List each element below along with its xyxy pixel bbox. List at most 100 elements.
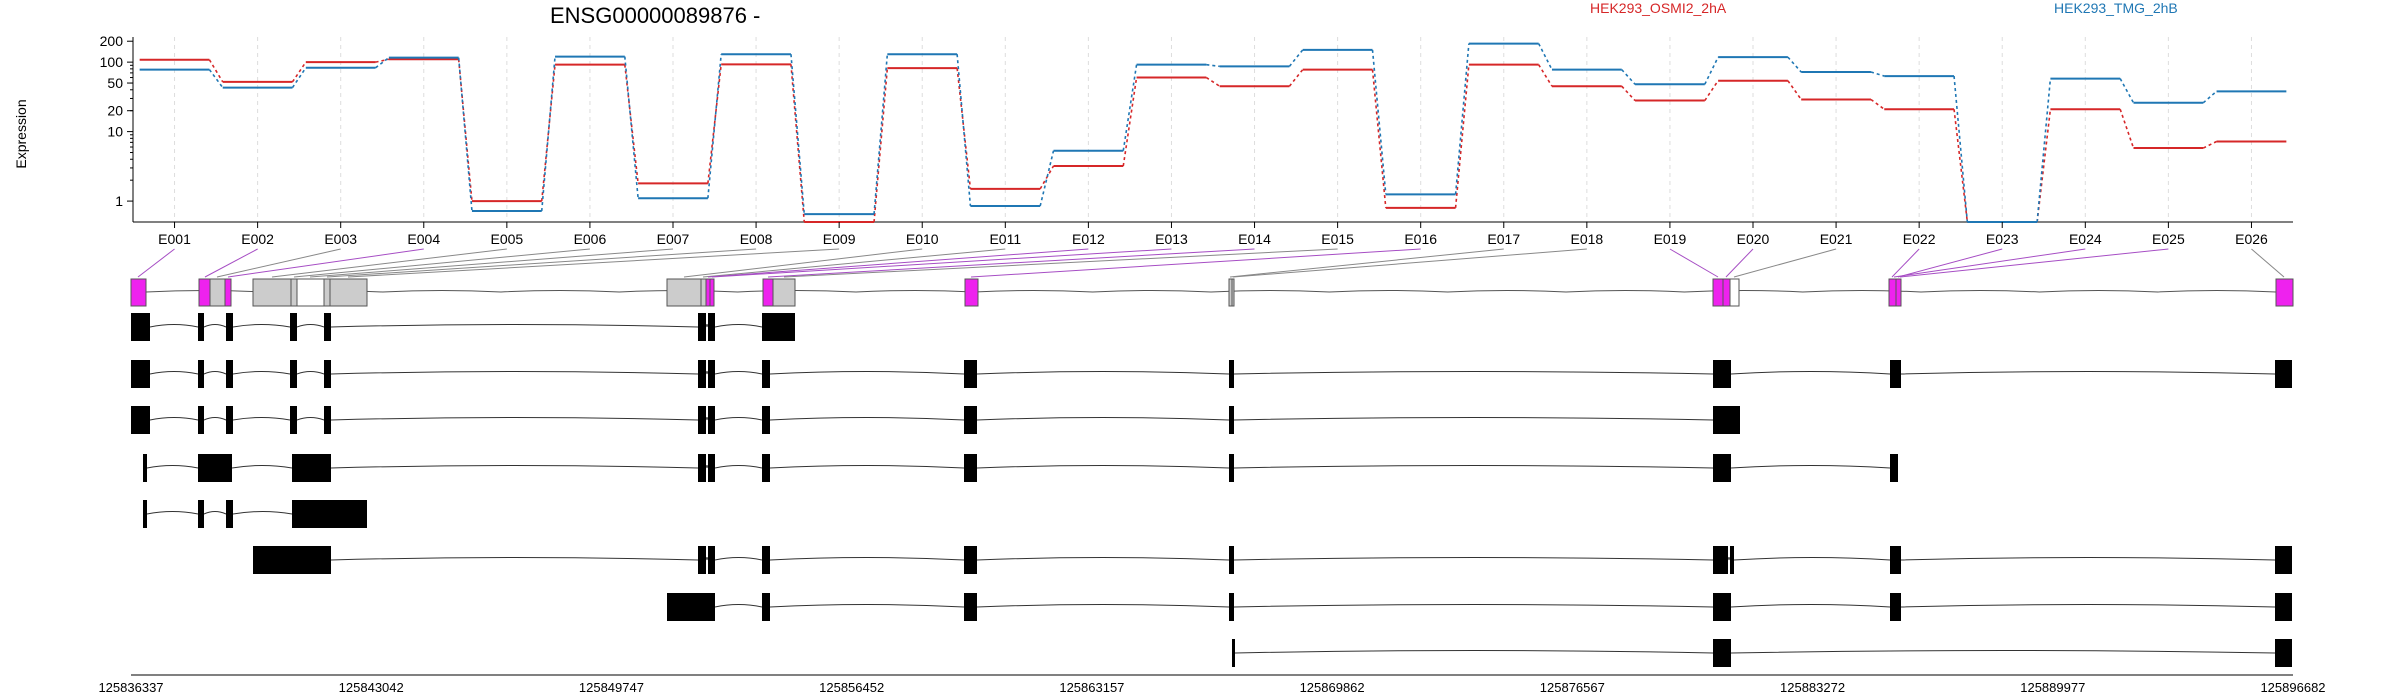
transcript-intron (1233, 557, 1714, 561)
transcript-exon (1713, 454, 1731, 482)
exon-tick-label: E003 (324, 231, 357, 247)
gene-model-exon (666, 278, 702, 307)
transcript-exon (964, 546, 977, 574)
transcript-intron (330, 324, 699, 328)
exon-connector (137, 248, 175, 278)
transcript-exon (226, 500, 233, 528)
coordinate-tick-label: 125889977 (2020, 680, 2085, 695)
legend-entry-tmg: HEK293_TMG_2hB (2054, 0, 2178, 16)
transcript-intron (149, 371, 199, 375)
transcript-intron (769, 417, 965, 421)
transcript-intron (976, 557, 1230, 561)
transcript-exon (708, 454, 715, 482)
transcript-exon (2275, 546, 2292, 574)
transcript-intron (146, 511, 199, 515)
transcript-exon (1890, 454, 1898, 482)
exon-connector-segment (873, 54, 889, 215)
transcript-exon (762, 593, 770, 621)
transcript-exon (198, 454, 232, 482)
transcript-exon (290, 313, 297, 341)
gene-model-exon (1888, 278, 1897, 307)
transcript-track (1232, 639, 2292, 667)
exon-connector-segment (2202, 140, 2217, 149)
transcript-exon (708, 546, 715, 574)
exon-tick-label: E019 (1654, 231, 1687, 247)
transcript-intron (296, 324, 325, 328)
transcript-intron (1900, 371, 2276, 375)
transcript-intron (203, 417, 227, 421)
exon-connector-segment (208, 59, 224, 83)
exon-connector-segment (790, 54, 806, 215)
transcript-exon (2275, 593, 2292, 621)
transcript-intron (714, 465, 763, 469)
chart-title: ENSG00000089876 - (550, 3, 760, 28)
transcript-exon (1229, 360, 1234, 388)
exon-connector (1733, 248, 1837, 278)
transcript-intron (769, 604, 965, 608)
coordinate-tick-label: 125883272 (1780, 680, 1845, 695)
transcript-exon (198, 500, 204, 528)
coordinate-tick-label: 125876567 (1540, 680, 1605, 695)
exon-connector-lines (137, 248, 2285, 278)
transcript-exon (131, 360, 150, 388)
transcript-intron (705, 557, 709, 561)
transcript-intron (1234, 650, 1714, 654)
transcript-intron (976, 371, 1230, 375)
exon-tick-label: E023 (1986, 231, 2019, 247)
transcript-exon (143, 454, 147, 482)
y-tick-label: 100 (100, 54, 124, 70)
transcript-intron (1730, 371, 1891, 375)
transcript-exon (324, 313, 331, 341)
transcript-intron (1730, 465, 1891, 469)
transcript-intron (330, 371, 699, 375)
exon-connector-segment (208, 69, 224, 89)
transcript-intron (1730, 650, 2276, 654)
exon-connector-segment (790, 64, 806, 223)
exon-connector-segment (1122, 64, 1138, 151)
transcript-intron (330, 465, 699, 469)
transcript-intron (203, 371, 227, 375)
exon-connector (1893, 248, 2086, 278)
transcript-exon (667, 593, 708, 621)
exon-tick-label: E026 (2235, 231, 2268, 247)
transcript-intron (1233, 417, 1714, 421)
exon-connector (1899, 248, 2169, 278)
exon-tick-label: E001 (158, 231, 191, 247)
transcript-exon (1713, 639, 1731, 667)
expression-series (139, 42, 2287, 223)
transcript-exon (198, 406, 204, 434)
exon-tick-label: E004 (407, 231, 440, 247)
transcript-exon (324, 406, 331, 434)
exon-connector-segment (1205, 76, 1221, 87)
series-tmg (139, 42, 2287, 223)
transcript-track (253, 546, 2292, 574)
coordinate-tick-label: 125869862 (1300, 680, 1365, 695)
exon-connector (1669, 248, 1719, 278)
transcript-exon (2275, 360, 2292, 388)
exon-connector-segment (1206, 63, 1220, 68)
gene-model-exon (198, 278, 211, 307)
exon-connector-segment (1704, 56, 1719, 85)
gene-model-exon (1895, 278, 1902, 307)
coordinate-tick-label: 125849747 (579, 680, 644, 695)
exon-connector-segment (2036, 109, 2052, 223)
transcript-exon (762, 546, 770, 574)
transcript-tracks (131, 313, 2292, 667)
exon-connector-segment (1371, 49, 1387, 195)
transcript-track (131, 360, 2292, 388)
gene-model-exon (705, 278, 711, 307)
transcript-track (667, 593, 2292, 621)
transcript-exon (292, 500, 367, 528)
exon-connector (216, 248, 341, 278)
transcript-track (131, 406, 1740, 434)
transcript-exon (1229, 406, 1234, 434)
axes (132, 37, 2293, 223)
transcript-intron (231, 465, 293, 469)
transcript-exon (1730, 546, 1734, 574)
exon-tick-label: E020 (1737, 231, 1770, 247)
exon-connector-segment (624, 64, 639, 184)
transcript-exon (964, 360, 977, 388)
exon-connector-segment (1039, 165, 1055, 190)
exon-tick-label: E012 (1072, 231, 1105, 247)
